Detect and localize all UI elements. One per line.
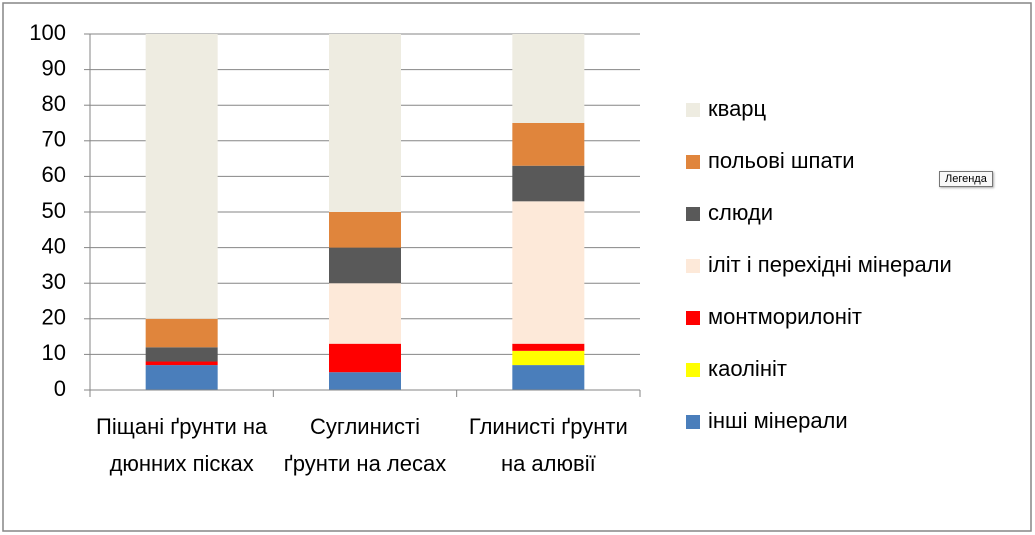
- legend-swatch: [686, 363, 700, 377]
- bar-segment: [512, 350, 585, 366]
- bar-segment: [512, 343, 585, 351]
- bar-segment: [145, 361, 218, 366]
- legend-label: іліт і перехідні мінерали: [708, 252, 952, 277]
- legend-label: інші мінерали: [708, 408, 848, 433]
- y-tick-label: 0: [54, 376, 66, 401]
- legend-swatch: [686, 103, 700, 117]
- legend-label: польові шпати: [708, 148, 855, 173]
- y-tick-label: 30: [42, 269, 66, 294]
- legend-swatch: [686, 155, 700, 169]
- bar-segment: [329, 212, 401, 248]
- x-tick-label: Піщані ґрунти на дюнних пісках: [96, 414, 268, 476]
- bar-segment: [512, 201, 585, 344]
- bar-segment: [512, 165, 585, 202]
- bar-segment: [145, 347, 218, 362]
- bar-segment: [512, 365, 585, 390]
- y-tick-label: 40: [42, 233, 66, 258]
- bar-segment: [329, 283, 401, 344]
- legend-swatch: [686, 415, 700, 429]
- y-tick-label: 60: [42, 162, 66, 187]
- tooltip: Легенда: [939, 171, 993, 187]
- legend-label: кварц: [708, 96, 767, 121]
- y-tick-label: 70: [42, 127, 66, 152]
- bar-segment: [329, 372, 401, 390]
- bar-segment: [145, 318, 218, 348]
- legend-swatch: [686, 259, 700, 273]
- legend-label: монтморилоніт: [708, 304, 862, 329]
- bar-segment: [329, 343, 401, 373]
- bar-segment: [145, 34, 218, 319]
- y-tick-label: 50: [42, 198, 66, 223]
- y-tick-label: 90: [42, 55, 66, 80]
- y-tick-label: 80: [42, 91, 66, 116]
- x-tick-label: Суглинисті ґрунти на лесах: [283, 414, 447, 476]
- legend-label: каолініт: [708, 356, 787, 381]
- bar-segment: [512, 123, 585, 166]
- y-tick-label: 20: [42, 305, 66, 330]
- y-tick-label: 10: [42, 340, 66, 365]
- bar-segment: [329, 247, 401, 284]
- legend-label: слюди: [708, 200, 773, 225]
- legend-swatch: [686, 311, 700, 325]
- x-tick-label: Глинисті ґрунти на алювії: [468, 414, 628, 476]
- bar-segment: [512, 34, 585, 123]
- bar-segment: [329, 34, 401, 212]
- legend-swatch: [686, 207, 700, 221]
- bar-segment: [145, 365, 218, 390]
- y-tick-label: 100: [29, 20, 66, 45]
